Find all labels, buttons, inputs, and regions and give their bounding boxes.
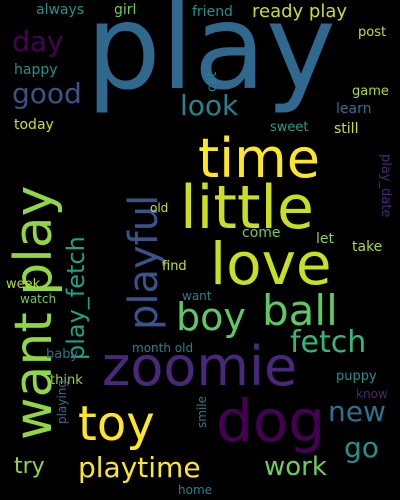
- word-try: try: [14, 454, 45, 479]
- word-little: little: [180, 173, 314, 243]
- word-want: want: [182, 289, 212, 303]
- word-friend: friend: [192, 4, 233, 20]
- word-watch: watch: [20, 292, 57, 306]
- word-boy: boy: [176, 295, 246, 339]
- word-work: work: [264, 452, 327, 482]
- word-week: week: [6, 277, 41, 292]
- word-ball: ball: [262, 286, 338, 335]
- word-month-old: month old: [132, 341, 194, 355]
- word-want-play: want play: [4, 185, 64, 440]
- word-day: day: [12, 25, 64, 58]
- word-dog: dog: [216, 387, 326, 455]
- word-find: find: [162, 259, 187, 274]
- word-home: home: [178, 483, 213, 497]
- word-smile: smile: [195, 396, 209, 428]
- word-fetch: fetch: [290, 325, 367, 360]
- word-look: look: [180, 89, 239, 122]
- word-new: new: [328, 395, 386, 428]
- word-playing: playing: [55, 380, 69, 424]
- word-baby: baby: [46, 347, 79, 362]
- word-cat: cat: [205, 71, 220, 92]
- word-sweet: sweet: [270, 120, 309, 135]
- word-puppy: puppy: [336, 369, 377, 384]
- word-girl: girl: [114, 2, 137, 18]
- word-post: post: [358, 25, 387, 40]
- word-zoomie: zoomie: [102, 335, 298, 398]
- word-go: go: [344, 431, 379, 464]
- word-always: always: [36, 2, 85, 18]
- word-time: time: [198, 127, 321, 190]
- word-ready-play: ready play: [252, 1, 348, 22]
- word-know: know: [356, 387, 388, 401]
- word-play-date: play_date: [378, 154, 393, 218]
- word-playful: playful: [121, 194, 167, 330]
- word-game: game: [352, 84, 389, 99]
- word-let: let: [316, 231, 334, 247]
- word-playtime: playtime: [78, 451, 201, 484]
- word-old: old: [150, 201, 169, 215]
- word-come: come: [242, 225, 281, 241]
- word-today: today: [14, 117, 54, 133]
- word-love: love: [210, 230, 332, 298]
- word-learn: learn: [336, 101, 372, 117]
- word-think: think: [50, 373, 83, 388]
- word-play: play: [86, 0, 336, 116]
- word-toy: toy: [78, 396, 155, 452]
- word-play-fetch: play_fetch: [62, 236, 90, 360]
- word-take: take: [352, 239, 383, 255]
- word-happy: happy: [14, 62, 58, 78]
- word-good: good: [12, 77, 82, 110]
- word-still: still: [334, 121, 359, 137]
